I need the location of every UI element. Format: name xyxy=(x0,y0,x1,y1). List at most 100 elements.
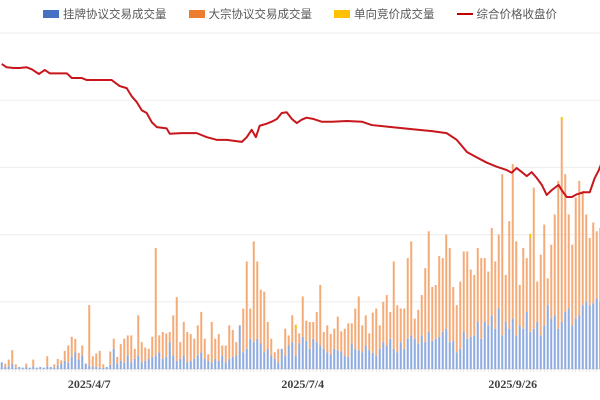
bar-listed xyxy=(84,363,87,369)
bar-listed xyxy=(574,318,577,369)
bar-listed xyxy=(91,366,94,369)
bar-block xyxy=(46,356,49,367)
bar-listed xyxy=(483,321,486,369)
bar-listed xyxy=(256,338,259,369)
bar-listed xyxy=(25,366,28,369)
bar-listed xyxy=(4,366,7,369)
bar-listed xyxy=(312,338,315,369)
bar-listed xyxy=(592,303,595,369)
bar-listed xyxy=(175,360,178,369)
bar-listed xyxy=(361,352,364,369)
bar-block xyxy=(441,258,444,333)
bar-block xyxy=(193,338,196,359)
bar-listed xyxy=(350,343,353,369)
bar-block xyxy=(291,315,294,343)
bar-listed xyxy=(539,335,542,369)
bar-listed xyxy=(7,366,10,369)
x-tick-label: 2025/9/26 xyxy=(488,377,537,391)
bar-block xyxy=(480,258,483,339)
bar-listed xyxy=(382,342,385,369)
legend-swatch-orange xyxy=(188,10,205,18)
bar-block xyxy=(81,345,84,356)
bar-block xyxy=(522,248,525,329)
bar-block xyxy=(305,320,308,341)
bar-block xyxy=(165,333,168,357)
bar-listed xyxy=(168,342,171,369)
bar-listed xyxy=(588,305,591,369)
bar-listed xyxy=(557,328,560,369)
bar-block xyxy=(406,258,409,339)
legend-item-listed[interactable]: 挂牌协议交易成交量 xyxy=(43,6,167,22)
bar-listed xyxy=(560,321,563,369)
bar-block xyxy=(476,248,479,322)
bar-block xyxy=(277,348,280,363)
bar-listed xyxy=(207,360,210,369)
bar-block xyxy=(228,325,231,359)
bar-listed xyxy=(130,362,133,369)
bar-listed xyxy=(410,335,413,369)
bar-listed xyxy=(473,335,476,369)
bar-block xyxy=(172,315,175,356)
bar-block xyxy=(119,344,122,361)
bar-block xyxy=(420,295,423,336)
bar-block xyxy=(410,241,413,336)
legend-item-block[interactable]: 大宗协议交易成交量 xyxy=(188,6,312,22)
bar-listed xyxy=(95,366,98,369)
bar-listed xyxy=(203,358,206,369)
close-price-line xyxy=(1,63,600,198)
legend-item-auction[interactable]: 单向竞价成交量 xyxy=(334,6,435,22)
bar-block xyxy=(368,333,371,351)
bar-listed xyxy=(522,328,525,369)
bar-listed xyxy=(308,348,311,369)
bar-block xyxy=(32,359,35,367)
bar-listed xyxy=(32,366,35,369)
bar-listed xyxy=(217,360,220,369)
bar-block xyxy=(550,244,553,319)
bar-block xyxy=(518,285,521,326)
bar-listed xyxy=(326,352,329,369)
bar-block xyxy=(53,364,56,368)
bar-block xyxy=(588,237,591,306)
bar-listed xyxy=(70,356,73,369)
bar-listed xyxy=(427,332,430,369)
bar-block xyxy=(263,291,266,353)
legend-item-close-price[interactable]: 综合价格收盘价 xyxy=(456,6,557,22)
bar-block xyxy=(364,315,367,346)
bar-block xyxy=(557,180,560,329)
bar-listed xyxy=(172,355,175,369)
bar-block xyxy=(151,336,154,357)
bar-listed xyxy=(392,348,395,369)
bar-block xyxy=(529,237,532,333)
bar-block xyxy=(168,332,171,343)
x-tick-label: 2025/7/4 xyxy=(281,377,324,391)
bar-listed xyxy=(196,355,199,369)
bar-listed xyxy=(74,352,77,369)
bar-block xyxy=(427,231,430,333)
bar-block xyxy=(497,234,500,309)
bar-listed xyxy=(536,321,539,369)
bar-listed xyxy=(515,335,518,369)
bar-listed xyxy=(60,363,63,369)
x-axis: 2025/4/7 2025/7/4 2025/9/26 xyxy=(68,377,537,391)
bar-listed xyxy=(595,298,598,369)
legend-line-red xyxy=(456,13,473,15)
bar-block xyxy=(487,271,490,326)
bar-block xyxy=(217,334,220,361)
bar-listed xyxy=(39,366,42,369)
bar-listed xyxy=(249,338,252,369)
bar-listed xyxy=(396,352,399,369)
bar-listed xyxy=(144,360,147,369)
bar-listed xyxy=(291,342,294,369)
bar-listed xyxy=(140,362,143,369)
bar-block xyxy=(123,338,126,363)
bar-block xyxy=(574,197,577,319)
bar-listed xyxy=(438,336,441,369)
bar-listed xyxy=(98,367,101,369)
bar-listed xyxy=(151,356,154,369)
bar-block xyxy=(539,254,542,336)
bar-block xyxy=(504,274,507,322)
bar-listed xyxy=(532,328,535,369)
bar-listed xyxy=(21,367,24,369)
bar-listed xyxy=(543,325,546,369)
bar-block xyxy=(595,231,598,299)
